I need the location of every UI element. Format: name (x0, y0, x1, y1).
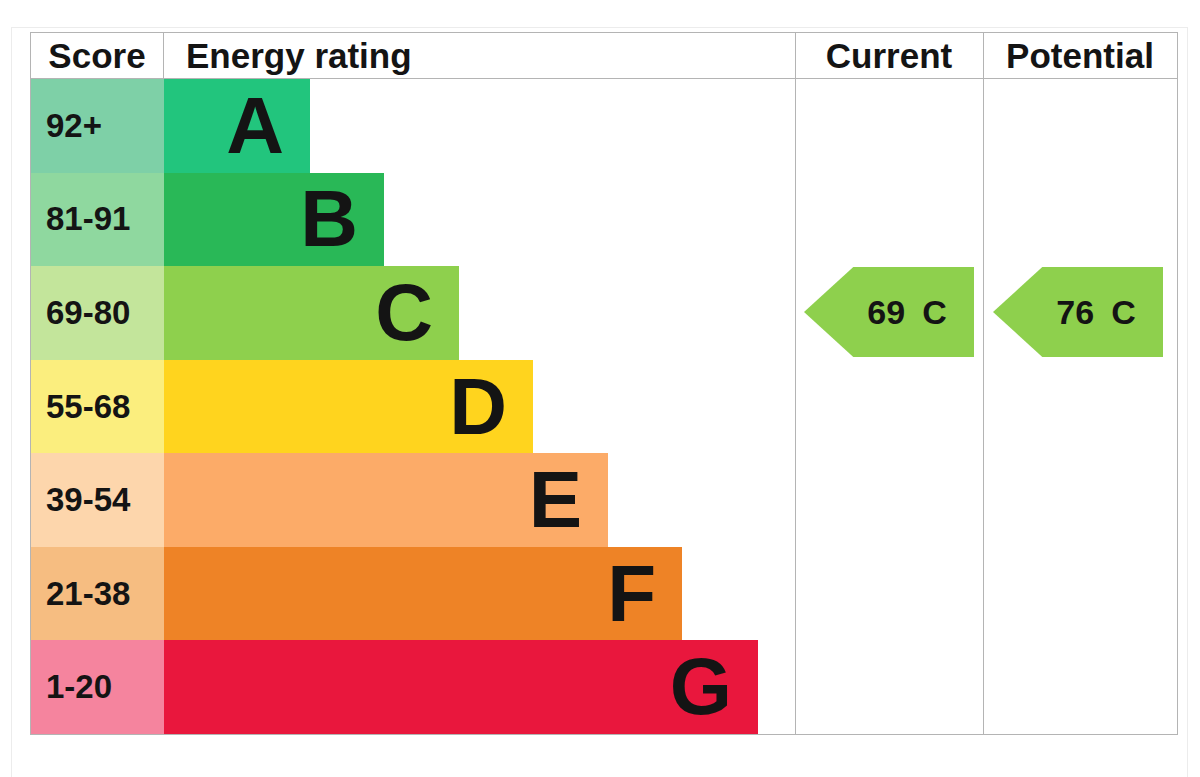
epc-table: Score Energy rating Current Potential 92… (30, 32, 1178, 735)
score-range-cell: 39-54 (31, 453, 164, 547)
band-rows: 92+ A 81-91 B 69-80 C 55-68 D 39-54 E 21… (31, 79, 1177, 734)
rating-bar: B (164, 173, 384, 267)
score-range-cell: 69-80 (31, 266, 164, 360)
bar-area: B (164, 173, 1177, 267)
potential-rating-letter: C (1111, 293, 1136, 332)
potential-score: 76 (1056, 293, 1094, 332)
score-range-cell: 55-68 (31, 360, 164, 454)
band-row-d: 55-68 D (31, 360, 1177, 454)
potential-column-divider (983, 33, 984, 734)
bar-area: G (164, 640, 1177, 734)
epc-rating-chart: Score Energy rating Current Potential 92… (0, 0, 1200, 777)
score-range-cell: 21-38 (31, 547, 164, 641)
header-current: Current (795, 33, 983, 78)
header-energy-rating: Energy rating (164, 33, 795, 78)
current-rating-letter: C (922, 293, 947, 332)
rating-bar: A (164, 79, 310, 173)
bar-area: E (164, 453, 1177, 547)
table-header-row: Score Energy rating Current Potential (31, 33, 1177, 79)
current-column-divider (795, 33, 796, 734)
rating-bar: G (164, 640, 758, 734)
band-row-g: 1-20 G (31, 640, 1177, 734)
band-row-a: 92+ A (31, 79, 1177, 173)
rating-bar: D (164, 360, 533, 454)
score-range-cell: 1-20 (31, 640, 164, 734)
bar-area: F (164, 547, 1177, 641)
rating-bar: C (164, 266, 459, 360)
band-row-b: 81-91 B (31, 173, 1177, 267)
header-score: Score (31, 33, 164, 78)
bar-area: D (164, 360, 1177, 454)
rating-bar: F (164, 547, 682, 641)
score-range-cell: 92+ (31, 79, 164, 173)
header-potential: Potential (983, 33, 1177, 78)
score-range-cell: 81-91 (31, 173, 164, 267)
rating-bar: E (164, 453, 608, 547)
band-row-e: 39-54 E (31, 453, 1177, 547)
bar-area: A (164, 79, 1177, 173)
current-score: 69 (867, 293, 905, 332)
band-row-f: 21-38 F (31, 547, 1177, 641)
